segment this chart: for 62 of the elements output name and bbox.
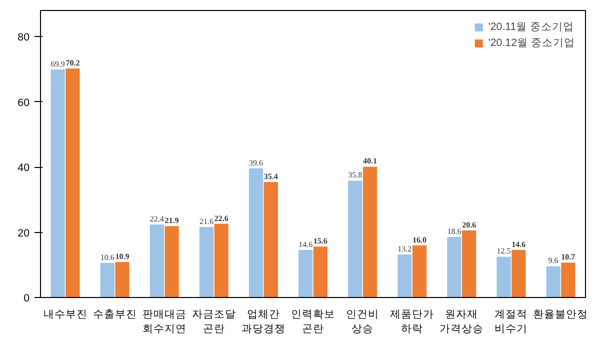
data-label: 16.0 (412, 235, 427, 244)
data-label: 10.7 (561, 252, 576, 262)
x-tick-label: 계절적 비수기 (494, 308, 528, 335)
bar (150, 224, 164, 298)
bar (264, 182, 278, 298)
x-tick-label: 업체간 과당경쟁 (241, 308, 286, 335)
y-tick-label: 60 (18, 96, 30, 109)
data-label: 69.9 (50, 60, 65, 69)
x-tick-label: 제품단가 하락 (390, 308, 434, 335)
x-tick-label: 판매대금 회수지연 (142, 308, 186, 335)
bar (115, 262, 130, 298)
data-label: 21.9 (164, 216, 179, 226)
bar (214, 224, 228, 298)
data-label: 70.2 (66, 58, 80, 68)
bar (362, 166, 378, 298)
bar (412, 245, 427, 298)
data-label: 9.6 (548, 256, 558, 266)
bar (447, 236, 462, 298)
x-tick-label: 내수부진 (43, 308, 88, 320)
bar (248, 168, 264, 298)
data-label: 15.6 (313, 236, 328, 246)
bar (348, 180, 362, 298)
bar (398, 254, 412, 298)
data-label: 39.6 (249, 158, 264, 168)
data-label: 20.6 (462, 220, 476, 230)
data-label: 12.5 (496, 246, 511, 256)
data-label: 22.4 (150, 214, 164, 224)
bar (512, 250, 526, 298)
y-tick-label: 40 (18, 162, 30, 174)
x-tick-label: 인건비 상승 (346, 308, 380, 335)
data-label: 21.6 (199, 217, 214, 226)
bar (50, 70, 65, 298)
data-label: 35.4 (264, 172, 278, 182)
data-label: 18.6 (447, 226, 462, 236)
x-tick-label: 환율불안정 (533, 308, 588, 320)
legend-label: '20.11월 중소기업 (488, 20, 574, 34)
bar (199, 227, 214, 298)
bar (546, 266, 560, 298)
x-tick-label: 원자재 가격상승 (440, 308, 484, 335)
bar (462, 230, 476, 298)
bar (66, 68, 80, 298)
data-label: 35.8 (348, 170, 362, 180)
bar (313, 246, 328, 298)
legend-label: '20.12월 중소기업 (488, 36, 575, 50)
x-tick-label: 수출부진 (92, 308, 137, 320)
x-tick-label: 인력확보 곤란 (291, 308, 335, 335)
data-label: 14.6 (512, 240, 526, 249)
data-label: 13.2 (398, 244, 412, 254)
bar (561, 262, 576, 298)
data-label: 22.6 (214, 214, 228, 223)
data-label: 40.1 (362, 156, 377, 166)
bar (100, 262, 114, 298)
data-label: 14.6 (298, 240, 313, 249)
bar (496, 256, 511, 298)
bar (298, 250, 313, 298)
data-label: 10.6 (100, 252, 114, 262)
y-tick-label: 20 (18, 227, 30, 240)
y-tick-label: 80 (18, 32, 30, 44)
y-tick-label: 0 (24, 292, 30, 304)
data-label: 10.9 (115, 252, 130, 261)
x-tick-label: 자금조달 곤란 (192, 308, 236, 335)
bar (164, 226, 179, 298)
